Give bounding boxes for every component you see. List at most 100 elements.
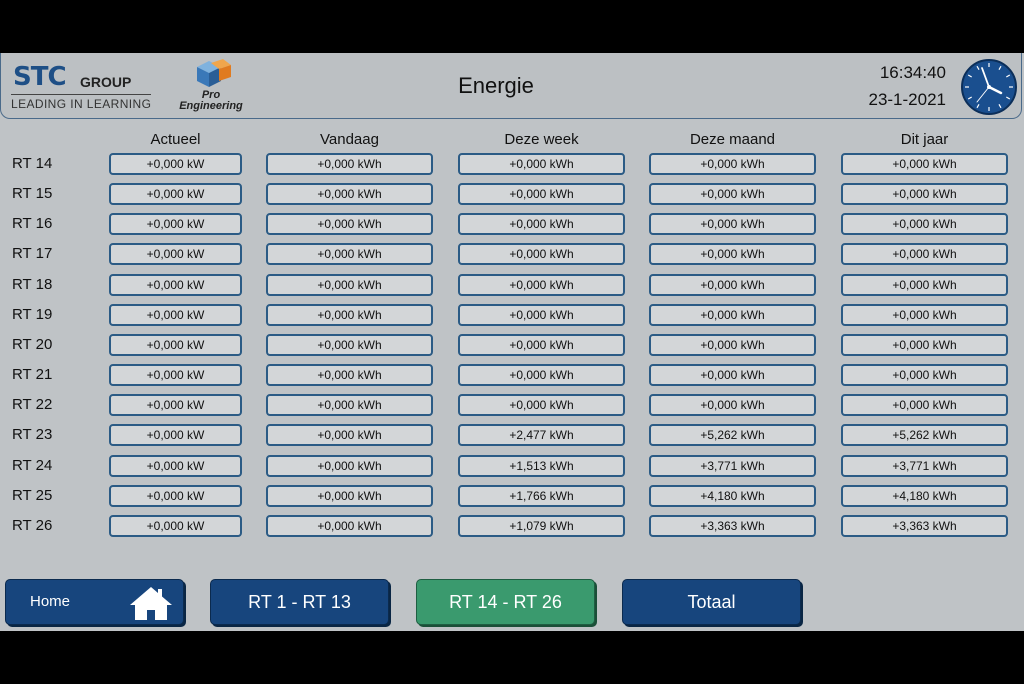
current-date: 23-1-2021	[868, 90, 946, 109]
value-field-deze-maand: +5,262 kWh	[649, 424, 816, 446]
home-button[interactable]: Home	[5, 579, 184, 625]
value-field-vandaag: +0,000 kWh	[266, 183, 433, 205]
hmi-screen: STC GROUP LEADING IN LEARNING Pro Engine…	[0, 53, 1024, 631]
value-field-actueel: +0,000 kW	[109, 274, 242, 296]
stc-logo-group-text: GROUP	[80, 74, 132, 90]
value-field-vandaag: +0,000 kWh	[266, 485, 433, 507]
value-field-deze-week: +0,000 kWh	[458, 243, 625, 265]
value-field-vandaag: +0,000 kWh	[266, 455, 433, 477]
value-field-deze-week: +0,000 kWh	[458, 183, 625, 205]
value-field-dit-jaar: +0,000 kWh	[841, 213, 1008, 235]
stc-logo-mark: STC	[13, 62, 67, 92]
value-field-deze-week: +1,766 kWh	[458, 485, 625, 507]
value-field-deze-maand: +0,000 kWh	[649, 213, 816, 235]
value-field-actueel: +0,000 kW	[109, 334, 242, 356]
value-field-actueel: +0,000 kW	[109, 424, 242, 446]
value-field-vandaag: +0,000 kWh	[266, 243, 433, 265]
value-field-dit-jaar: +0,000 kWh	[841, 334, 1008, 356]
rt1-rt13-button-label: RT 1 - RT 13	[248, 592, 351, 612]
stc-group-logo: STC GROUP LEADING IN LEARNING	[11, 61, 156, 113]
value-field-deze-week: +2,477 kWh	[458, 424, 625, 446]
stc-logo-tagline: LEADING IN LEARNING	[11, 97, 152, 111]
row-label: RT 17	[12, 245, 53, 262]
value-field-deze-maand: +0,000 kWh	[649, 243, 816, 265]
column-header-vandaag: Vandaag	[320, 131, 379, 148]
value-field-dit-jaar: +0,000 kWh	[841, 364, 1008, 386]
house-icon	[130, 587, 172, 620]
value-field-dit-jaar: +0,000 kWh	[841, 183, 1008, 205]
value-field-dit-jaar: +0,000 kWh	[841, 304, 1008, 326]
pro-engineering-line1: Pro	[201, 89, 221, 101]
rt1-rt13-button[interactable]: RT 1 - RT 13	[210, 579, 389, 625]
page-title: Energie	[458, 73, 534, 98]
value-field-deze-week: +0,000 kWh	[458, 274, 625, 296]
rt14-rt26-button[interactable]: RT 14 - RT 26	[416, 579, 595, 625]
value-field-vandaag: +0,000 kWh	[266, 153, 433, 175]
row-label: RT 19	[12, 306, 53, 323]
totaal-button[interactable]: Totaal	[622, 579, 801, 625]
value-field-actueel: +0,000 kW	[109, 243, 242, 265]
value-field-deze-week: +0,000 kWh	[458, 334, 625, 356]
row-label: RT 26	[12, 517, 53, 534]
column-header-dit-jaar: Dit jaar	[900, 131, 949, 148]
column-header-deze-week: Deze week	[504, 131, 579, 148]
value-field-deze-week: +1,079 kWh	[458, 515, 625, 537]
value-field-deze-maand: +4,180 kWh	[649, 485, 816, 507]
value-field-actueel: +0,000 kW	[109, 304, 242, 326]
value-field-dit-jaar: +0,000 kWh	[841, 274, 1008, 296]
value-field-deze-maand: +0,000 kWh	[649, 304, 816, 326]
row-label: RT 21	[12, 366, 53, 383]
value-field-vandaag: +0,000 kWh	[266, 334, 433, 356]
pro-engineering-cube-icon	[197, 59, 231, 87]
value-field-dit-jaar: +3,771 kWh	[841, 455, 1008, 477]
row-label: RT 24	[12, 457, 53, 474]
row-label: RT 23	[12, 426, 53, 443]
value-field-deze-week: +0,000 kWh	[458, 304, 625, 326]
analog-clock-icon	[961, 59, 1017, 115]
value-field-dit-jaar: +0,000 kWh	[841, 394, 1008, 416]
totaal-button-label: Totaal	[687, 592, 736, 612]
value-field-deze-maand: +3,363 kWh	[649, 515, 816, 537]
value-field-dit-jaar: +0,000 kWh	[841, 153, 1008, 175]
row-label: RT 22	[12, 396, 53, 413]
value-field-vandaag: +0,000 kWh	[266, 213, 433, 235]
value-field-deze-maand: +0,000 kWh	[649, 334, 816, 356]
value-field-actueel: +0,000 kW	[109, 183, 242, 205]
home-button-label: Home	[30, 593, 71, 610]
value-field-deze-week: +0,000 kWh	[458, 213, 625, 235]
value-field-dit-jaar: +0,000 kWh	[841, 243, 1008, 265]
value-field-deze-week: +0,000 kWh	[458, 364, 625, 386]
row-label: RT 16	[12, 215, 53, 232]
value-field-vandaag: +0,000 kWh	[266, 304, 433, 326]
row-label: RT 25	[12, 487, 53, 504]
value-field-deze-maand: +0,000 kWh	[649, 274, 816, 296]
value-field-actueel: +0,000 kW	[109, 394, 242, 416]
row-label: RT 14	[12, 155, 53, 172]
value-field-vandaag: +0,000 kWh	[266, 364, 433, 386]
value-field-actueel: +0,000 kW	[109, 213, 242, 235]
value-field-dit-jaar: +3,363 kWh	[841, 515, 1008, 537]
value-field-actueel: +0,000 kW	[109, 455, 242, 477]
value-field-deze-maand: +3,771 kWh	[649, 455, 816, 477]
value-field-actueel: +0,000 kW	[109, 153, 242, 175]
value-field-vandaag: +0,000 kWh	[266, 274, 433, 296]
value-field-deze-week: +1,513 kWh	[458, 455, 625, 477]
column-header-actueel: Actueel	[150, 131, 201, 148]
pro-engineering-text: Pro Engineering	[173, 90, 249, 112]
row-label: RT 18	[12, 276, 53, 293]
value-field-actueel: +0,000 kW	[109, 485, 242, 507]
value-field-actueel: +0,000 kW	[109, 364, 242, 386]
rt14-rt26-button-label: RT 14 - RT 26	[449, 592, 562, 612]
column-header-deze-maand: Deze maand	[689, 131, 776, 148]
row-label: RT 15	[12, 185, 53, 202]
value-field-deze-week: +0,000 kWh	[458, 394, 625, 416]
value-field-vandaag: +0,000 kWh	[266, 515, 433, 537]
value-field-deze-maand: +0,000 kWh	[649, 183, 816, 205]
pro-engineering-line2: Engineering	[179, 100, 243, 112]
logo-divider	[11, 94, 151, 95]
pro-engineering-logo: Pro Engineering	[173, 59, 253, 115]
value-field-dit-jaar: +5,262 kWh	[841, 424, 1008, 446]
row-label: RT 20	[12, 336, 53, 353]
current-time: 16:34:40	[879, 63, 946, 82]
value-field-vandaag: +0,000 kWh	[266, 424, 433, 446]
